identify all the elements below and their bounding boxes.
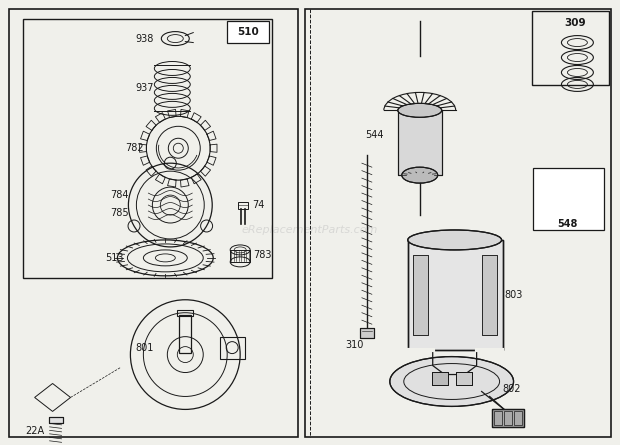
Bar — [9, 8, 298, 437]
Text: 937: 937 — [135, 83, 154, 93]
Bar — [360, 328, 374, 338]
Bar — [432, 372, 448, 385]
Bar — [179, 315, 191, 352]
Bar — [48, 417, 63, 423]
Bar — [23, 19, 272, 278]
Text: 782: 782 — [125, 143, 144, 153]
Text: 548: 548 — [557, 219, 578, 229]
Bar — [482, 255, 497, 335]
Text: eReplacementParts.com: eReplacementParts.com — [242, 225, 378, 235]
Bar — [513, 412, 521, 425]
Bar — [48, 417, 63, 423]
Text: 803: 803 — [505, 290, 523, 300]
Bar — [492, 409, 523, 427]
Text: 938: 938 — [135, 33, 154, 44]
Bar — [398, 110, 441, 175]
Bar — [492, 409, 523, 427]
Bar — [432, 372, 448, 385]
Text: 784: 784 — [110, 190, 129, 200]
Bar — [413, 255, 428, 335]
Bar — [230, 250, 250, 262]
Bar — [533, 168, 604, 230]
Text: 801: 801 — [135, 343, 154, 352]
Bar — [220, 337, 245, 359]
Bar — [408, 240, 503, 350]
Bar — [227, 20, 269, 43]
Bar — [503, 412, 512, 425]
Text: 513: 513 — [105, 253, 124, 263]
Ellipse shape — [398, 103, 441, 117]
Ellipse shape — [408, 230, 502, 250]
Bar — [413, 255, 428, 335]
Bar — [408, 240, 503, 350]
Text: 309: 309 — [565, 18, 587, 28]
Text: 310: 310 — [345, 340, 363, 350]
Bar — [531, 11, 609, 85]
Text: 74: 74 — [252, 200, 265, 210]
Bar — [456, 372, 472, 385]
Bar — [177, 310, 193, 316]
Text: 783: 783 — [253, 250, 272, 260]
Bar — [494, 412, 502, 425]
Ellipse shape — [402, 167, 438, 183]
Bar — [305, 8, 611, 437]
Bar — [456, 372, 472, 385]
Bar — [238, 202, 248, 209]
Text: 22A: 22A — [25, 426, 45, 437]
Bar — [360, 328, 374, 338]
Text: 785: 785 — [110, 208, 129, 218]
Text: 510: 510 — [237, 27, 259, 36]
Ellipse shape — [390, 356, 513, 406]
Text: 544: 544 — [365, 130, 383, 140]
Bar — [398, 110, 441, 175]
Text: 802: 802 — [503, 384, 521, 394]
Bar — [482, 255, 497, 335]
